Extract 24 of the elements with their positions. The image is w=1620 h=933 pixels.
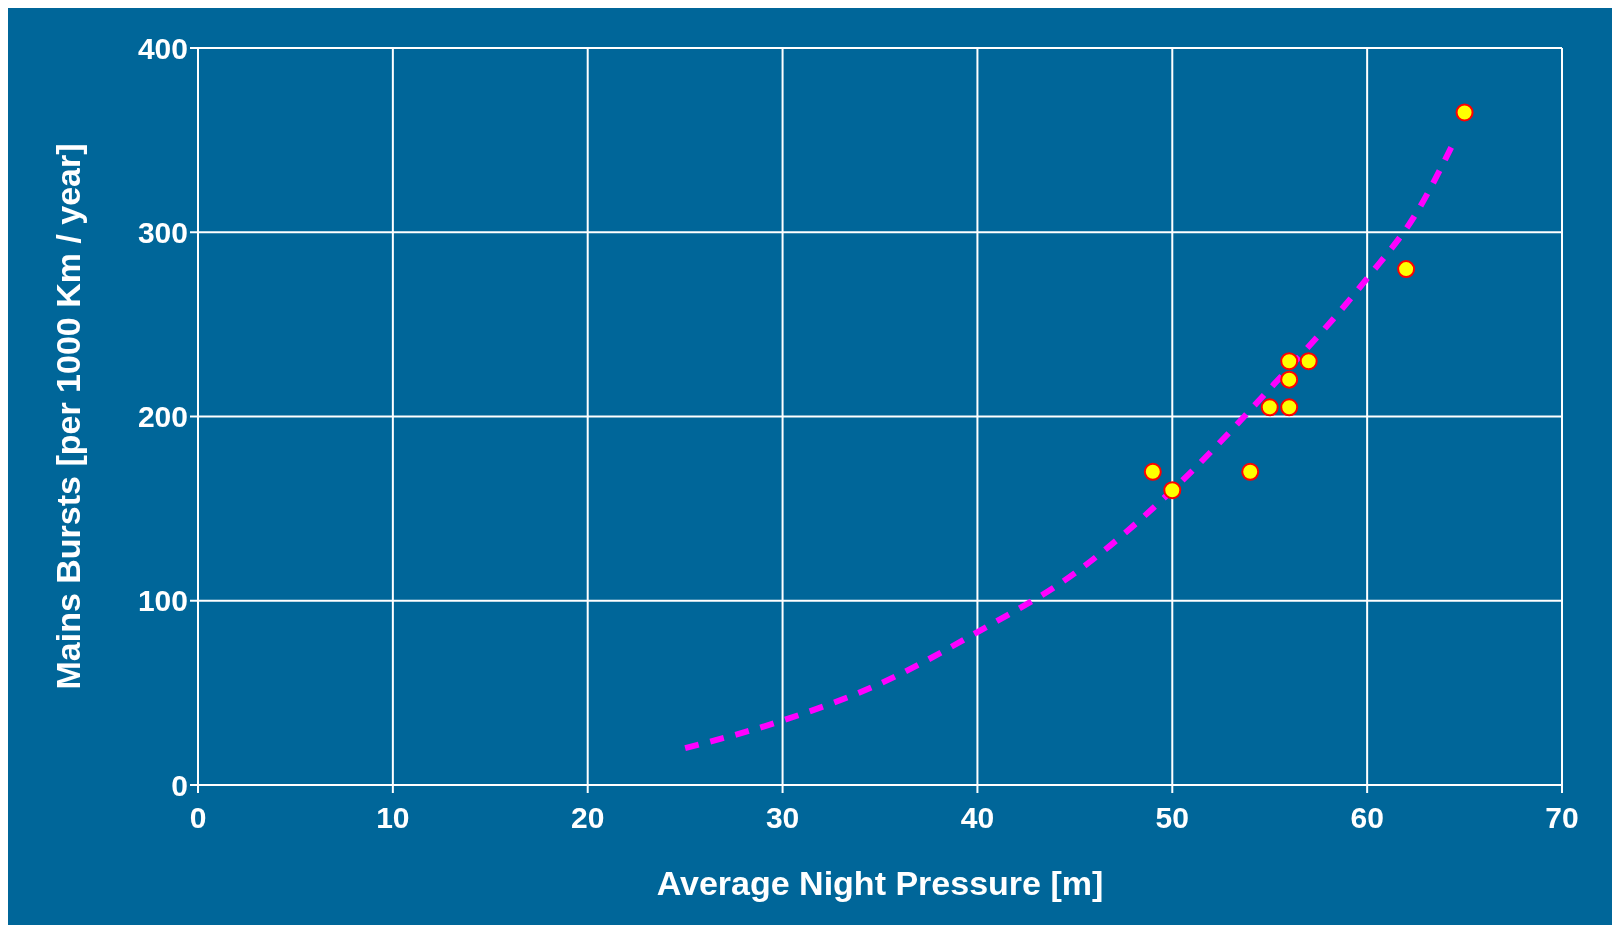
point: [1455, 103, 1474, 122]
point: [1397, 260, 1416, 279]
point: [1280, 370, 1299, 389]
x-tick-label: 50: [1155, 801, 1189, 835]
x-tick-label: 10: [376, 801, 410, 835]
y-axis-title: Mains Bursts [per 1000 Km / year]: [49, 143, 88, 690]
x-tick-label: 40: [960, 801, 995, 835]
x-tick-label: 60: [1350, 801, 1384, 835]
y-tick-label: 200: [137, 400, 188, 434]
y-tick-label: 0: [171, 768, 188, 802]
point: [1260, 398, 1279, 417]
x-axis-title: Average Night Pressure [m]: [656, 864, 1104, 902]
point: [1280, 398, 1299, 417]
point: [1163, 481, 1182, 500]
point: [1299, 352, 1318, 371]
point: [1280, 352, 1299, 371]
y-tick-label: 100: [137, 584, 188, 618]
x-tick-label: 20: [571, 801, 605, 835]
point: [1143, 462, 1162, 481]
y-tick-label: 300: [137, 215, 188, 249]
point: [1241, 462, 1260, 481]
x-tick-label: 30: [765, 801, 800, 835]
x-tick-label: 70: [1545, 801, 1579, 835]
y-tick-label: 400: [137, 31, 188, 65]
